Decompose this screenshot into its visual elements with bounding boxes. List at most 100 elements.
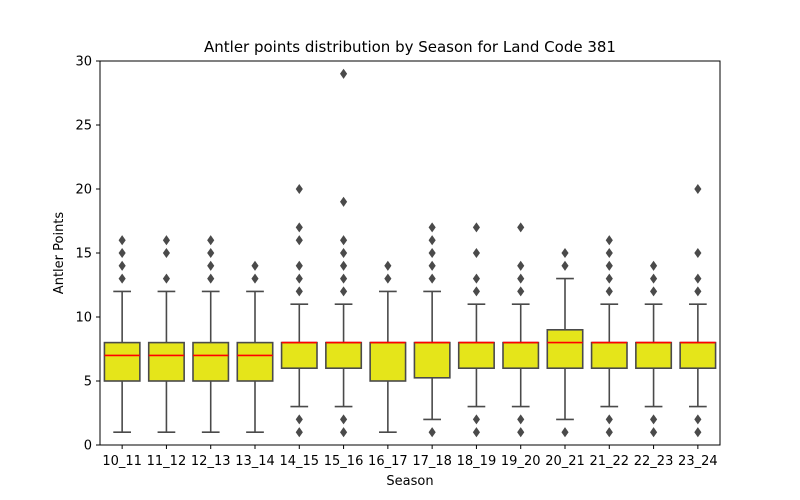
outlier-point bbox=[561, 247, 569, 259]
outlier-point bbox=[694, 414, 702, 425]
outlier-point bbox=[340, 196, 348, 207]
iqr-box bbox=[413, 341, 451, 379]
box-20_21 bbox=[546, 247, 584, 438]
outlier-point bbox=[517, 222, 525, 233]
y-axis-label: Antler Points bbox=[52, 212, 67, 295]
outlier-point bbox=[694, 247, 702, 259]
iqr-box bbox=[192, 341, 230, 382]
y-tick-label: 5 bbox=[84, 375, 92, 390]
outlier-point bbox=[605, 286, 613, 297]
box-14_15 bbox=[280, 183, 318, 438]
outlier-point bbox=[340, 286, 348, 297]
outlier-point bbox=[340, 260, 348, 271]
plot-area bbox=[99, 60, 721, 446]
outlier-point bbox=[207, 235, 215, 246]
outlier-point bbox=[650, 286, 658, 297]
outlier-point bbox=[295, 183, 303, 195]
outlier-point bbox=[605, 235, 613, 246]
x-tick-label: 14_15 bbox=[279, 454, 319, 469]
x-tick-label: 10_11 bbox=[102, 454, 142, 469]
outlier-point bbox=[428, 235, 436, 246]
outlier-point bbox=[605, 427, 613, 438]
x-tick-label: 16_17 bbox=[368, 454, 408, 469]
outlier-point bbox=[384, 273, 392, 284]
y-tick-label: 30 bbox=[75, 55, 92, 70]
outlier-point bbox=[694, 273, 702, 284]
plot-frame bbox=[99, 60, 721, 446]
outlier-point bbox=[650, 427, 658, 438]
outlier-point bbox=[207, 260, 215, 271]
outlier-point bbox=[650, 260, 658, 271]
y-tick-label: 20 bbox=[75, 183, 92, 198]
iqr-box bbox=[679, 341, 717, 370]
outlier-point bbox=[295, 286, 303, 297]
box-15_16 bbox=[325, 68, 363, 438]
x-tick-label: 15_16 bbox=[324, 454, 364, 469]
outlier-point bbox=[340, 427, 348, 438]
x-tick-label: 12_13 bbox=[191, 454, 231, 469]
outlier-point bbox=[428, 260, 436, 271]
y-tick-label: 0 bbox=[84, 439, 92, 454]
outlier-point bbox=[295, 273, 303, 284]
outlier-point bbox=[605, 414, 613, 425]
box-16_17 bbox=[369, 260, 407, 434]
outlier-point bbox=[694, 183, 702, 195]
outlier-point bbox=[605, 260, 613, 271]
x-tick-label: 17_18 bbox=[412, 454, 452, 469]
outlier-point bbox=[561, 427, 569, 438]
box-12_13 bbox=[192, 235, 230, 434]
outlier-point bbox=[118, 260, 126, 271]
outlier-point bbox=[428, 222, 436, 233]
outlier-point bbox=[650, 414, 658, 425]
outlier-point bbox=[162, 247, 170, 259]
outlier-point bbox=[517, 427, 525, 438]
x-tick-label: 21_22 bbox=[589, 454, 629, 469]
x-tick-label: 20_21 bbox=[545, 454, 585, 469]
outlier-point bbox=[428, 427, 436, 438]
outlier-point bbox=[162, 235, 170, 246]
outlier-point bbox=[472, 286, 480, 297]
y-axis: 0 5 10 15 20 25 30 bbox=[75, 55, 100, 454]
outlier-point bbox=[472, 222, 480, 233]
box-17_18 bbox=[413, 222, 451, 438]
box-11_12 bbox=[147, 235, 185, 434]
iqr-box bbox=[369, 341, 407, 382]
x-tick-label: 13_14 bbox=[235, 454, 275, 469]
y-tick-label: 25 bbox=[75, 119, 92, 134]
outlier-point bbox=[517, 273, 525, 284]
outlier-point bbox=[340, 247, 348, 259]
outlier-point bbox=[295, 427, 303, 438]
box-10_11 bbox=[103, 235, 141, 434]
iqr-box bbox=[103, 341, 141, 382]
box-22_23 bbox=[635, 260, 673, 438]
outlier-point bbox=[650, 273, 658, 284]
iqr-box bbox=[635, 341, 673, 370]
outlier-point bbox=[428, 247, 436, 259]
box-23_24 bbox=[679, 183, 717, 438]
outlier-point bbox=[118, 273, 126, 284]
iqr-box bbox=[502, 341, 540, 370]
outlier-point bbox=[428, 273, 436, 284]
x-tick-label: 19_20 bbox=[501, 454, 541, 469]
outlier-point bbox=[295, 235, 303, 246]
x-tick-label: 22_23 bbox=[634, 454, 674, 469]
outlier-point bbox=[295, 260, 303, 271]
outlier-point bbox=[384, 260, 392, 271]
outlier-point bbox=[118, 247, 126, 259]
box-19_20 bbox=[502, 222, 540, 438]
outlier-point bbox=[207, 273, 215, 284]
outlier-point bbox=[207, 247, 215, 259]
outlier-point bbox=[251, 273, 259, 284]
iqr-box bbox=[457, 341, 495, 370]
outlier-point bbox=[517, 286, 525, 297]
y-tick-label: 10 bbox=[75, 311, 92, 326]
iqr-box bbox=[590, 341, 628, 370]
outlier-point bbox=[295, 414, 303, 425]
x-tick-label: 11_12 bbox=[147, 454, 187, 469]
y-tick-label: 15 bbox=[75, 247, 92, 262]
outlier-point bbox=[118, 235, 126, 246]
outlier-point bbox=[340, 414, 348, 425]
box-18_19 bbox=[457, 222, 495, 438]
outlier-point bbox=[340, 273, 348, 284]
